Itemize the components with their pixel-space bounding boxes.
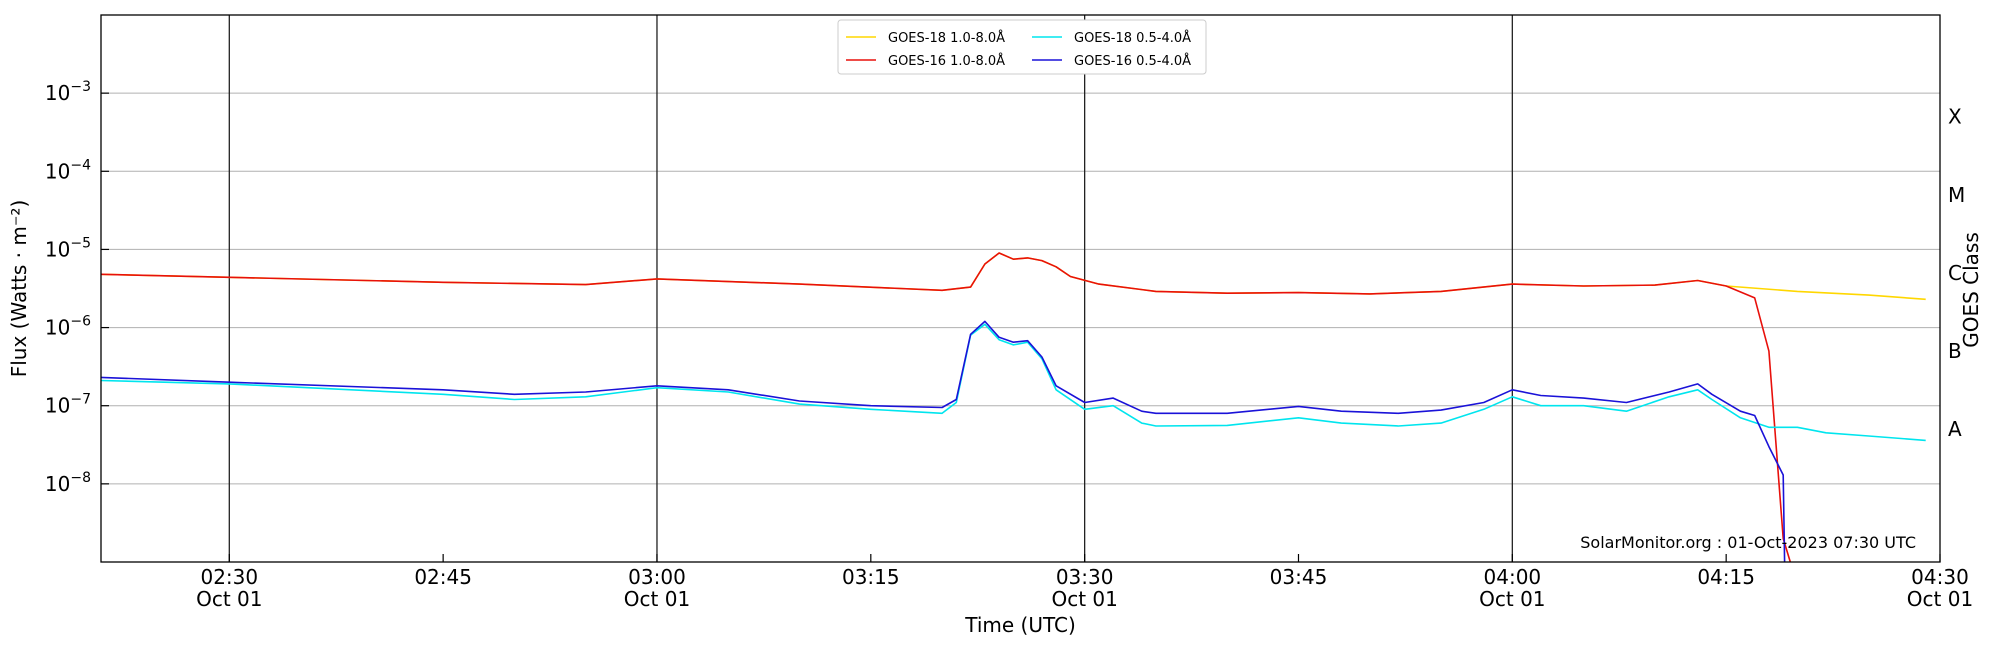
x-tick-date: Oct 01 [624,587,690,611]
x-tick-date: Oct 01 [196,587,262,611]
legend: GOES-18 1.0-8.0Å GOES-18 0.5-4.0Å GOES-16 … [837,19,1207,75]
y-tick-label: 10−8 [45,470,91,496]
series-line [100,323,1926,442]
x-axis-label: Time (UTC) [964,613,1076,637]
plot-frame [100,14,1941,563]
series-line [100,320,1786,563]
series-line [100,252,1792,563]
day-marker-lines [228,15,1513,562]
y-axis-ticks: 10−8 10−7 10−6 10−5 10−4 10−3 [45,79,109,496]
y-tick-label: 10−5 [45,235,91,261]
legend-entry: GOES-18 0.5-4.0Å [1074,30,1191,46]
x-tick-time: 03:30 [1056,565,1114,589]
credit-text: SolarMonitor.org : 01-Oct-2023 07:30 UTC [1580,533,1916,552]
goes-class-label: C [1948,261,1962,285]
goes-class-label: X [1948,105,1962,129]
goes-class-label: M [1948,183,1965,207]
legend-entry: GOES-18 1.0-8.0Å [888,30,1005,46]
x-tick-time: 02:45 [414,565,472,589]
x-tick-time: 04:00 [1484,565,1542,589]
goes-class-labels: A B C M X [1948,105,1965,442]
x-tick-time: 02:30 [200,565,258,589]
x-tick-date: Oct 01 [1051,587,1117,611]
x-tick-date: Oct 01 [1907,587,1973,611]
x-tick-date: Oct 01 [1479,587,1545,611]
y-tick-label: 10−6 [45,314,91,340]
y-tick-label: 10−7 [45,392,91,418]
x-tick-time: 03:45 [1270,565,1328,589]
x-tick-time: 03:15 [842,565,900,589]
legend-entry: GOES-16 1.0-8.0Å [888,53,1005,69]
x-tick-time: 04:15 [1697,565,1755,589]
legend-box [837,19,1207,75]
goes-class-label: A [1948,417,1962,441]
y-axis-label: Flux (Watts · m⁻²) [7,200,31,378]
y-tick-label: 10−3 [45,79,91,105]
grid-lines [101,92,1940,485]
x-tick-time: 04:30 [1911,565,1969,589]
flux-series [100,252,1926,563]
right-axis-label: GOES Class [1959,232,1983,348]
legend-entry: GOES-16 0.5-4.0Å [1074,53,1191,69]
y-tick-label: 10−4 [45,157,91,183]
goes-class-label: B [1948,339,1962,363]
x-tick-time: 03:00 [628,565,686,589]
